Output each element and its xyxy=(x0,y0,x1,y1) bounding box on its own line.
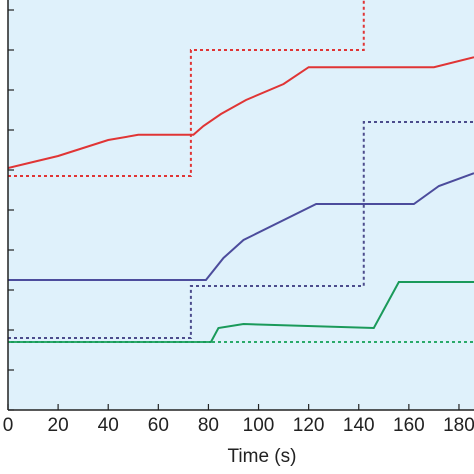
x-tick-label: 180 xyxy=(443,415,474,436)
line-series xyxy=(8,121,474,339)
x-tick-label: 160 xyxy=(393,415,425,436)
x-tick-label: 40 xyxy=(98,415,119,436)
line-series xyxy=(8,281,474,343)
x-tick-label: 20 xyxy=(48,415,69,436)
line-series xyxy=(8,56,474,169)
x-tick-label: 80 xyxy=(198,415,219,436)
x-tick-label: 60 xyxy=(148,415,169,436)
plot-area xyxy=(8,0,474,343)
x-axis-label: Time (s) xyxy=(228,446,297,467)
x-tick-label: 120 xyxy=(293,415,325,436)
x-tick-label: 0 xyxy=(3,415,14,436)
line-series xyxy=(8,172,474,281)
x-tick-label: 100 xyxy=(243,415,275,436)
line-series xyxy=(8,0,365,177)
x-tick-label: 140 xyxy=(343,415,375,436)
axes: 0 20 40 60 80 100 120 140 160 180 xyxy=(3,0,474,436)
